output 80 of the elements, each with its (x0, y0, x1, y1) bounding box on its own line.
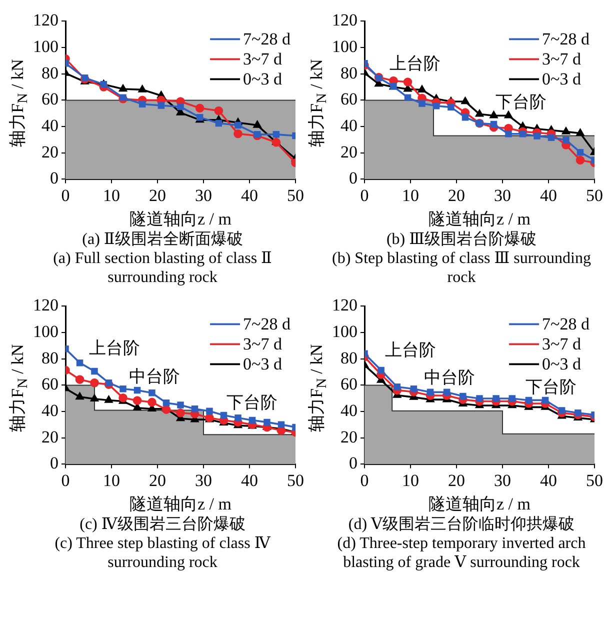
y-tick-label: 100 (33, 322, 58, 341)
y-tick-label: 40 (42, 401, 58, 420)
x-tick-label: 40 (241, 470, 258, 490)
legend-label: 3~7 d (542, 334, 582, 354)
x-tick-label: 10 (103, 470, 120, 490)
x-axis-title: 隧道轴向z / m (428, 209, 530, 228)
y-tick-label: 120 (33, 296, 58, 315)
annotation: 下台阶 (495, 92, 546, 112)
annotation: 上台阶 (88, 338, 140, 358)
text: (d) Ⅴ级围岩三台阶临时仰拱爆破 (347, 515, 576, 534)
x-axis-title: 隧道轴向z / m (428, 494, 530, 514)
x-tick-label: 20 (448, 470, 465, 490)
legend-label: 0~3 d (243, 354, 282, 374)
y-tick-label: 40 (42, 116, 58, 135)
y-tick-label: 0 (349, 168, 358, 188)
x-tick-label: 30 (494, 186, 511, 205)
y-tick-label: 100 (332, 37, 358, 56)
y-tick-label: 100 (33, 37, 58, 56)
y-tick-label: 80 (340, 63, 358, 82)
y-tick-label: 120 (33, 10, 58, 30)
annotation: 下台阶 (525, 377, 576, 396)
y-tick-label: 60 (42, 90, 58, 109)
y-tick-label: 80 (42, 63, 58, 82)
text: (d) Three-step temporary inverted arch blasting of grade Ⅴ surrounding rock (336, 534, 587, 572)
text: (c) Ⅳ级围岩三台阶爆破 (78, 515, 246, 534)
legend-label: 7~28 d (243, 30, 291, 49)
legend-label: 0~3 d (542, 354, 582, 374)
annotation: 下台阶 (226, 393, 278, 412)
x-tick-label: 40 (540, 186, 557, 205)
legend-label: 7~28 d (243, 314, 291, 334)
x-tick-label: 50 (586, 470, 603, 490)
y-tick-label: 60 (340, 90, 358, 109)
x-tick-label: 20 (448, 186, 465, 205)
x-tick-label: 40 (241, 186, 258, 205)
x-tick-label: 50 (287, 186, 304, 205)
x-tick-label: 20 (149, 470, 166, 490)
text: (b) Ⅲ级围岩台阶爆破 (385, 230, 538, 249)
y-tick-label: 120 (332, 10, 358, 30)
x-tick-label: 10 (402, 186, 419, 205)
x-axis-title: 隧道轴向z / m (130, 209, 232, 228)
y-tick-label: 0 (50, 168, 58, 188)
x-tick-label: 10 (103, 186, 120, 205)
y-tick-label: 20 (42, 427, 58, 446)
y-tick-label: 80 (340, 348, 358, 368)
annotation: 中台阶 (424, 368, 476, 388)
y-tick-label: 0 (349, 454, 358, 473)
y-tick-label: 100 (332, 322, 358, 341)
annotation: 上台阶 (385, 340, 436, 360)
annotation: 中台阶 (129, 366, 180, 386)
text: (b) Step blasting of class Ⅲ surrounding rock (331, 249, 592, 287)
x-tick-label: 50 (287, 470, 304, 490)
y-tick-label: 120 (332, 296, 358, 315)
text: (c) Three step blasting of class Ⅳ surrounding rock (54, 534, 272, 572)
legend-label: 7~28 d (542, 30, 590, 49)
y-tick-label: 40 (340, 401, 358, 420)
x-tick-label: 20 (149, 186, 166, 205)
x-tick-label: 10 (402, 470, 419, 490)
legend-label: 3~7 d (243, 50, 282, 69)
legend-label: 3~7 d (542, 50, 582, 69)
legend-label: 7~28 d (542, 314, 590, 334)
x-tick-label: 30 (494, 470, 511, 490)
y-tick-label: 20 (42, 142, 58, 162)
y-tick-label: 60 (42, 374, 58, 394)
y-tick-label: 60 (340, 374, 358, 394)
x-tick-label: 50 (586, 186, 603, 205)
y-tick-label: 80 (42, 348, 58, 368)
y-tick-label: 0 (50, 454, 58, 473)
x-tick-label: 30 (195, 186, 212, 205)
x-tick-label: 40 (540, 470, 557, 490)
text: (a) Ⅱ级围岩全断面爆破 (81, 230, 244, 249)
x-tick-label: 30 (195, 470, 212, 490)
x-axis-title: 隧道轴向z / m (130, 494, 232, 514)
legend-label: 3~7 d (243, 334, 282, 354)
y-tick-label: 20 (340, 427, 358, 446)
text: (a) Full section blasting of class Ⅱ surrounding rock (52, 249, 273, 287)
annotation: 上台阶 (390, 54, 441, 74)
legend-label: 0~3 d (243, 70, 282, 89)
legend-label: 0~3 d (542, 70, 582, 89)
y-tick-label: 20 (340, 142, 358, 162)
y-tick-label: 40 (340, 116, 358, 135)
